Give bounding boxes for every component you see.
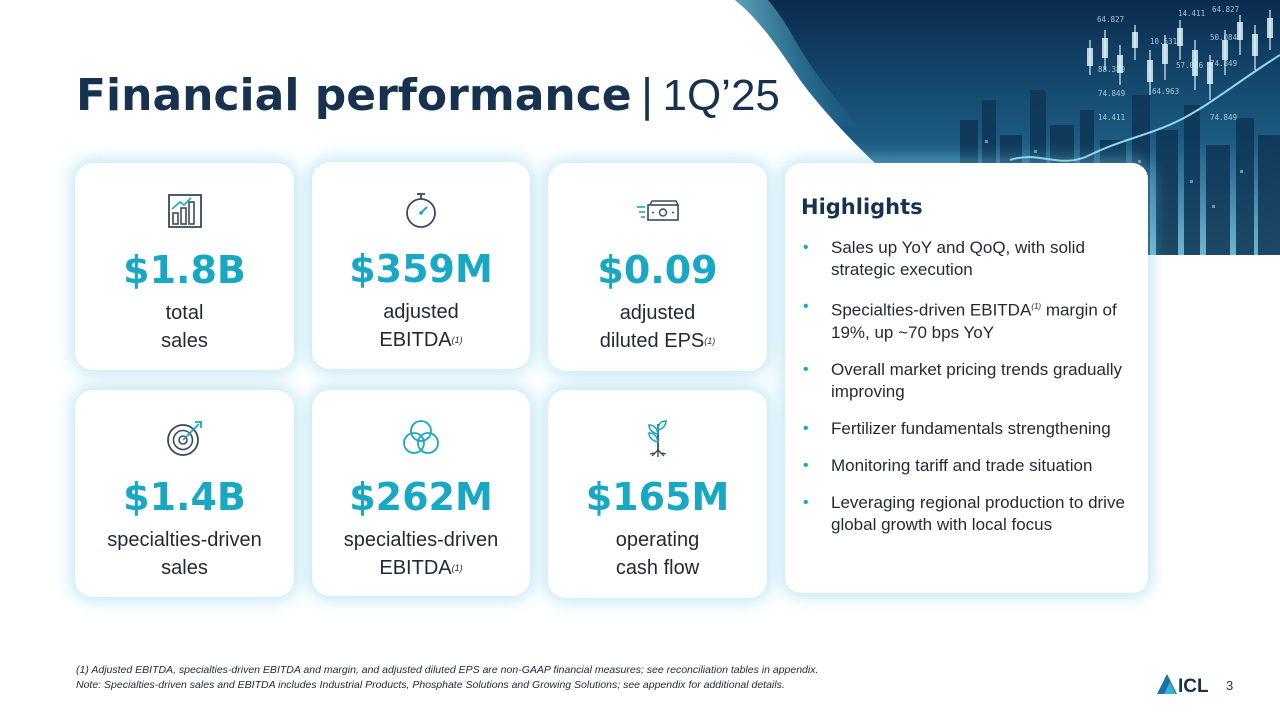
metric-label: specialties-driven EBITDA(1) — [343, 529, 499, 579]
stopwatch-icon — [406, 193, 436, 228]
page-number: 3 — [1226, 678, 1234, 693]
icl-logo: ICL — [1157, 674, 1209, 696]
metric-value: $262M — [349, 475, 493, 519]
cash-icon — [636, 200, 679, 221]
metric-label: operating cash flow — [615, 529, 700, 579]
footnote-marker: (1) — [451, 335, 463, 345]
metric-label: total sales — [161, 302, 208, 352]
highlight-item: • Overall market pricing trends gradually… — [803, 359, 1123, 401]
seedling-icon — [647, 420, 667, 457]
page-title-main: Financial performance — [76, 70, 632, 121]
hero-number: 74.849 — [1210, 59, 1237, 68]
metric-card-specialties-sales: $1.4B specialties-driven sales — [75, 390, 294, 597]
venn-circles-icon — [403, 420, 439, 454]
footnotes: (1) Adjusted EBITDA, specialties-driven … — [76, 663, 818, 693]
metric-card-total-sales: $1.8B total sales — [75, 163, 294, 370]
page-title: Financial performance | 1Q’25 — [76, 70, 780, 122]
hero-number: 14.411 — [1098, 113, 1125, 122]
hero-number: 64.963 — [1152, 87, 1179, 96]
metric-value: $1.4B — [123, 475, 246, 519]
hero-number: 14.411 — [1178, 9, 1205, 18]
metric-value: $359M — [349, 247, 493, 291]
page-title-period: 1Q’25 — [662, 71, 780, 120]
metric-value: $0.09 — [597, 248, 718, 292]
footnote-marker: (1) — [704, 336, 716, 346]
metric-card-adjusted-diluted-eps: $0.09 adjusted diluted EPS(1) — [548, 163, 767, 371]
hero-number: 64.827 — [1097, 15, 1124, 24]
hero-number: 57.086 — [1176, 61, 1204, 70]
metric-value: $165M — [585, 475, 730, 519]
hero-number: 74.849 — [1210, 113, 1237, 122]
target-icon — [166, 421, 202, 456]
highlight-item: • Monitoring tariff and trade situation — [803, 455, 1093, 475]
highlights-heading: Highlights — [801, 195, 923, 219]
metric-label: specialties-driven sales — [107, 529, 262, 579]
metric-card-operating-cash-flow: $165M operating cash flow — [548, 390, 767, 598]
hero-number: 50.084 — [1210, 33, 1238, 42]
highlight-item: • Fertilizer fundamentals strengthening — [803, 418, 1111, 438]
metric-label: adjusted diluted EPS(1) — [599, 302, 716, 352]
hero-number: 88.380 — [1098, 65, 1126, 74]
footnote-1: (1) Adjusted EBITDA, specialties-driven … — [76, 664, 819, 676]
footnote-marker: (1) — [451, 563, 463, 573]
highlight-item: • Sales up YoY and QoQ, with solid strate… — [803, 238, 1085, 279]
hero-number: 10.531 — [1150, 37, 1177, 46]
hero-number: 74.849 — [1098, 89, 1125, 98]
highlights-panel: Highlights • Sales up YoY and QoQ, with s… — [785, 163, 1148, 593]
title-separator: | — [639, 70, 655, 121]
hero-number: 64.827 — [1212, 5, 1239, 14]
metric-value: $1.8B — [123, 248, 246, 292]
footnote-marker: (1) — [1031, 302, 1042, 311]
logo-text: ICL — [1178, 676, 1209, 696]
metric-card-specialties-ebitda: $262M specialties-driven EBITDA(1) — [312, 390, 530, 596]
bar-chart-icon — [167, 194, 202, 228]
highlights-list: • Sales up YoY and QoQ, with solid strate… — [801, 237, 1146, 551]
metric-card-adjusted-ebitda: $359M adjusted EBITDA(1) — [312, 162, 530, 369]
footnote-2: Note: Specialties-driven sales and EBITD… — [76, 679, 785, 691]
highlight-item: • Specialties-driven EBITDA(1) margin of … — [803, 298, 1117, 342]
highlight-item: • Leveraging regional production to drive… — [803, 492, 1125, 534]
metric-label: adjusted EBITDA(1) — [379, 301, 463, 351]
